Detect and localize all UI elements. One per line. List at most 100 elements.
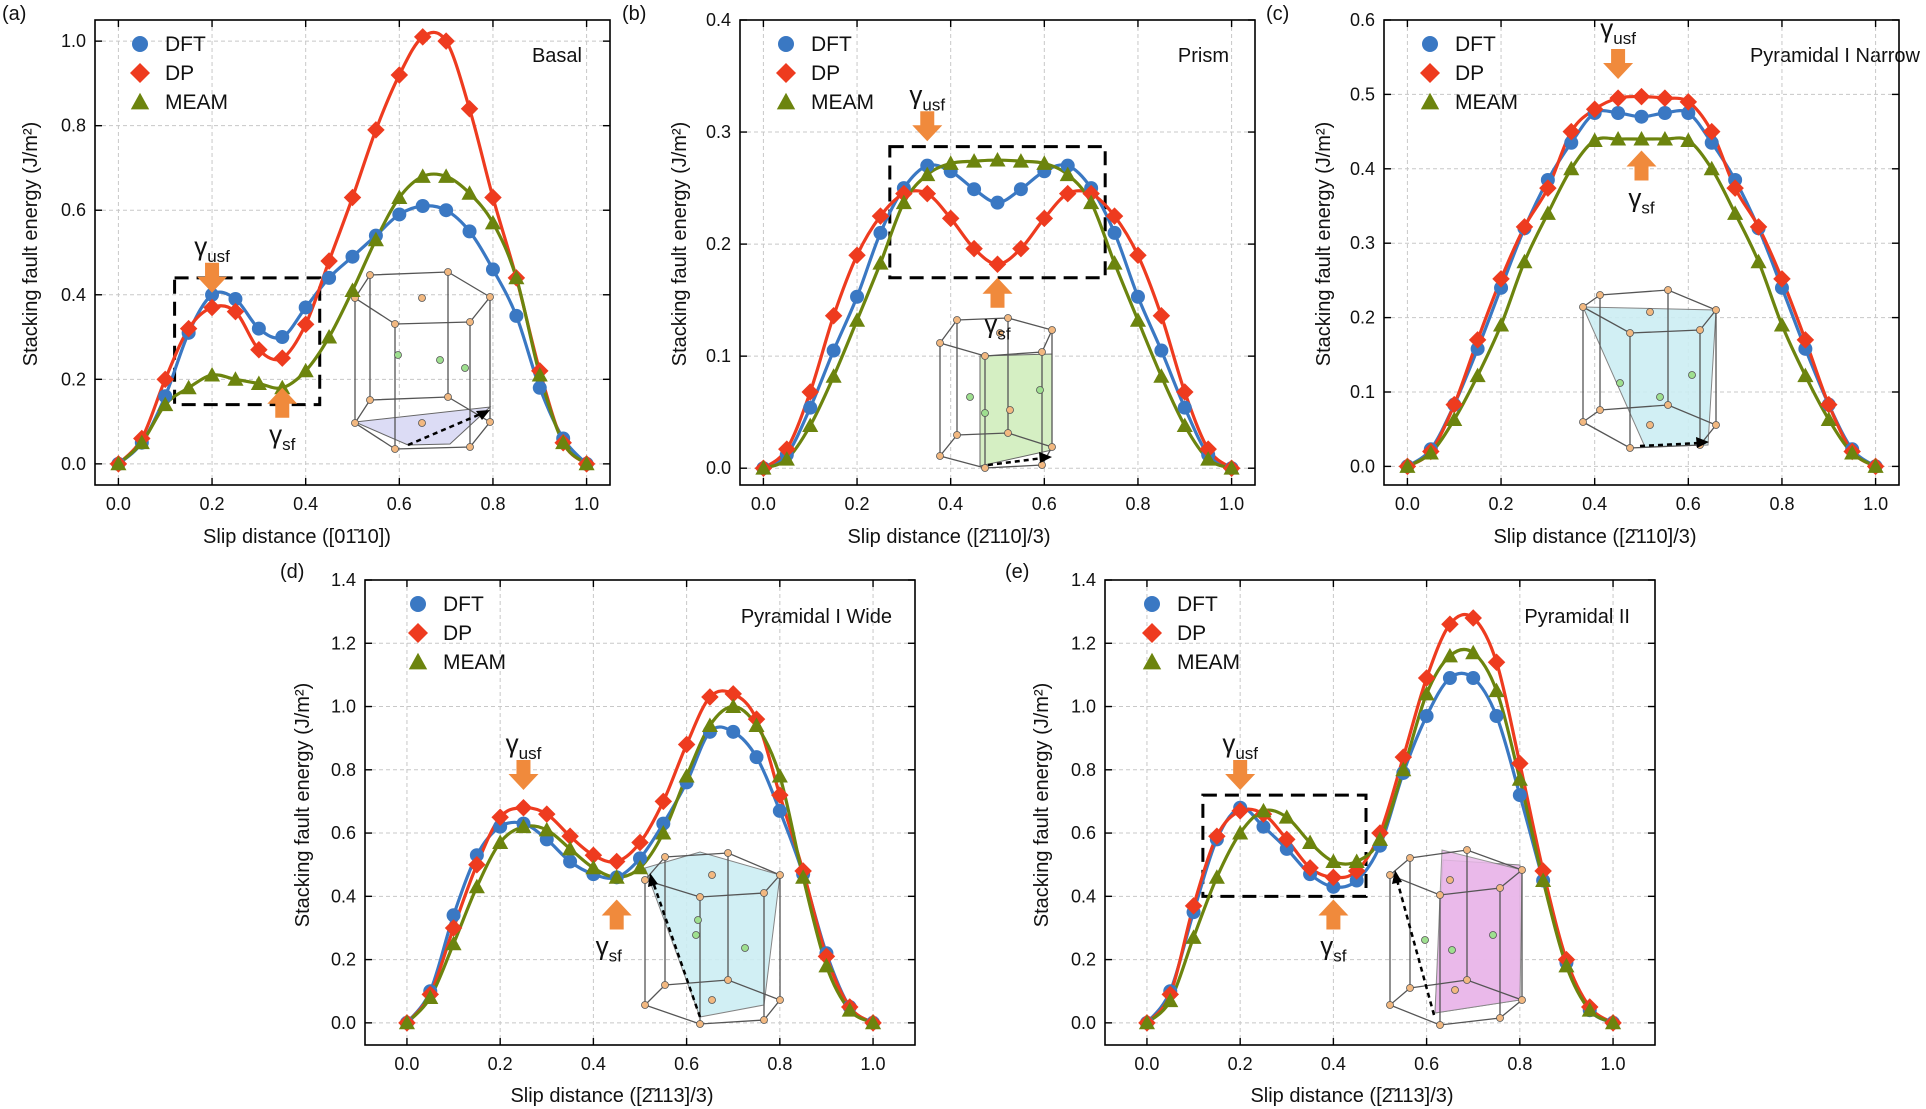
x-tick-label: 0.6 bbox=[674, 1054, 699, 1074]
meam-point bbox=[1371, 831, 1389, 846]
meam-point bbox=[391, 189, 408, 204]
dft-point bbox=[415, 199, 430, 213]
dft-point bbox=[656, 816, 671, 831]
dp-point bbox=[871, 207, 890, 225]
legend-label-dft: DFT bbox=[1177, 593, 1218, 616]
y-tick-label: 0.3 bbox=[706, 122, 731, 142]
meam-point bbox=[578, 455, 595, 471]
meam-point bbox=[865, 1014, 882, 1030]
x-tick-label: 0.2 bbox=[200, 494, 225, 514]
dft-point bbox=[1442, 671, 1457, 686]
meam-point bbox=[1488, 682, 1505, 698]
dft-point bbox=[462, 224, 477, 239]
dft-point bbox=[1657, 106, 1672, 120]
dft-point bbox=[1681, 106, 1696, 120]
dp-point bbox=[1301, 859, 1319, 877]
dft-point bbox=[967, 182, 982, 197]
dp-point bbox=[1702, 122, 1721, 141]
y-tick-label: 0.1 bbox=[706, 346, 731, 366]
meam-point bbox=[1422, 444, 1439, 460]
meam-point bbox=[802, 417, 819, 433]
dp-point bbox=[1820, 395, 1838, 414]
meam-point bbox=[1656, 130, 1673, 146]
dp-point bbox=[1417, 669, 1436, 687]
meam-point bbox=[398, 1014, 415, 1030]
meam-point bbox=[130, 92, 150, 110]
dp-point bbox=[1142, 623, 1162, 643]
meam-point bbox=[678, 768, 695, 783]
dp-point bbox=[343, 188, 362, 207]
y-axis-label: Stacking fault energy (J/m²) bbox=[1031, 683, 1053, 928]
dp-point bbox=[561, 827, 579, 845]
dft-point bbox=[1177, 400, 1192, 415]
meam-line bbox=[1145, 647, 1614, 1025]
dft-point bbox=[485, 262, 500, 277]
dp-point bbox=[1058, 184, 1077, 203]
meam-point bbox=[725, 698, 742, 713]
dft-point bbox=[772, 803, 787, 818]
gamma-usf-label: γusf bbox=[1222, 728, 1258, 763]
dp-point bbox=[1152, 307, 1171, 325]
x-axis-label: Slip distance ([2̄113]/3) bbox=[510, 1085, 713, 1107]
dp-point bbox=[1035, 209, 1054, 228]
meam-point bbox=[1750, 253, 1767, 269]
dft-point bbox=[1489, 709, 1504, 724]
dp-point bbox=[778, 440, 796, 458]
dp-point bbox=[179, 319, 198, 338]
dp-point bbox=[1176, 383, 1194, 401]
meam-point bbox=[508, 269, 525, 285]
x-tick-label: 0.8 bbox=[1125, 494, 1150, 514]
dft-point bbox=[132, 36, 148, 52]
x-tick-label: 0.4 bbox=[938, 494, 963, 514]
crystal-inset-pyramidal-i-wide bbox=[641, 849, 784, 1028]
x-tick-label: 0.0 bbox=[1134, 1054, 1159, 1074]
x-axis-label: Slip distance ([2̄110]/3) bbox=[847, 526, 1050, 548]
dp-point bbox=[203, 298, 221, 317]
dft-point bbox=[1256, 819, 1271, 834]
meam-point bbox=[484, 214, 502, 230]
y-tick-label: 0.8 bbox=[331, 760, 356, 780]
plot-frame bbox=[364, 579, 916, 1046]
dft-point bbox=[726, 724, 741, 739]
gamma-usf-label: γusf bbox=[506, 728, 542, 763]
panel-b-prism: (b) Prism Slip distance ([2̄110]/3) Stac… bbox=[622, 3, 1256, 548]
dft-point bbox=[275, 330, 290, 345]
dp-point bbox=[1539, 179, 1557, 197]
meam-point bbox=[748, 717, 765, 732]
panel-c-pyramidal-i-narrow: (c) Pyramidal I Narrow Slip distance ([2… bbox=[1266, 3, 1921, 548]
x-tick-label: 1.0 bbox=[574, 494, 599, 514]
dp-point bbox=[918, 184, 937, 203]
y-tick-label: 0.6 bbox=[61, 200, 86, 220]
dp-point bbox=[771, 786, 789, 804]
x-tick-label: 1.0 bbox=[861, 1054, 886, 1074]
usf-arrow bbox=[508, 759, 539, 790]
meam-point bbox=[919, 166, 936, 182]
y-axis-label: Stacking fault energy (J/m²) bbox=[20, 122, 42, 367]
x-tick-label: 0.8 bbox=[1507, 1054, 1532, 1074]
meam-point bbox=[1418, 685, 1435, 701]
legend-label-dft: DFT bbox=[1455, 33, 1496, 56]
gamma-usf-label: γusf bbox=[1600, 13, 1636, 48]
meam-point bbox=[1441, 647, 1458, 663]
x-tick-label: 0.8 bbox=[1769, 494, 1794, 514]
meam-point bbox=[1511, 771, 1528, 786]
plot-frame bbox=[739, 19, 1256, 486]
dft-point bbox=[1494, 280, 1509, 295]
y-tick-label: 1.0 bbox=[1071, 697, 1096, 717]
dft-point bbox=[1774, 280, 1789, 295]
y-tick-label: 0.5 bbox=[1350, 84, 1375, 104]
dp-point bbox=[1515, 218, 1534, 236]
dp-point bbox=[226, 302, 245, 321]
meam-point bbox=[562, 840, 579, 856]
sf-arrow bbox=[601, 899, 632, 930]
meam-point bbox=[367, 231, 384, 247]
meam-point bbox=[1605, 1014, 1622, 1030]
dft-point bbox=[563, 854, 578, 869]
meam-point bbox=[1492, 316, 1510, 332]
meam-point bbox=[492, 834, 509, 849]
legend-label-meam: MEAM bbox=[1455, 91, 1518, 114]
meam-point bbox=[1539, 205, 1556, 220]
dp-point bbox=[631, 833, 649, 852]
panel-e-pyramidal-ii: (e) Pyramidal II Slip distance ([2̄113]/… bbox=[1005, 561, 1656, 1107]
dp-point bbox=[1082, 184, 1100, 203]
